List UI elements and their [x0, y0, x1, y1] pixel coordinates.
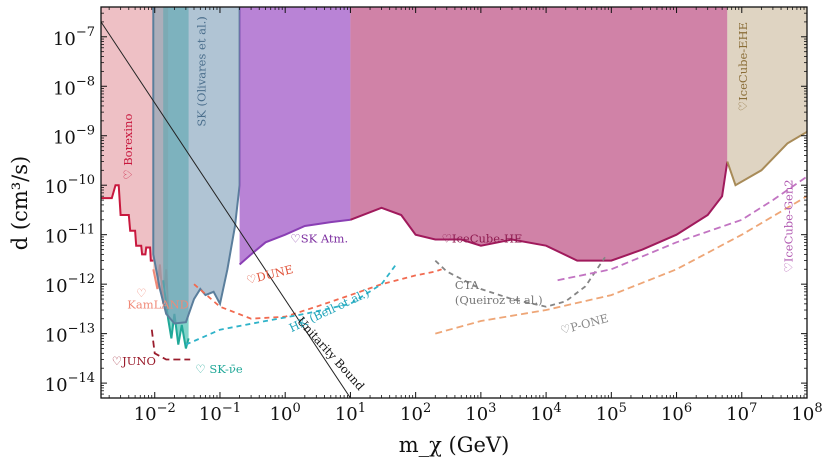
y-tick-label: 10−9	[53, 124, 95, 149]
y-tick-base: 10	[45, 276, 68, 297]
y-tick-exponent: −12	[68, 272, 95, 287]
region-labels: ♡ Borexino SK (Olivares et al.) ♡SK Atm. ♡I…	[112, 16, 796, 393]
projection-cta-queiroz-et-al	[434, 256, 606, 308]
x-tick-label: 101	[335, 401, 366, 425]
x-tick-label: 100	[270, 401, 301, 425]
x-tick-exponent: −1	[222, 401, 241, 416]
y-tick-base: 10	[53, 29, 76, 50]
region-edge-icecube-ehe	[726, 130, 807, 187]
label-icecube_ehe: ♡IceCube-EHE	[736, 22, 750, 111]
x-tick-base: 10	[596, 404, 619, 425]
y-tick-exponent: −7	[76, 25, 95, 40]
region-edge-sk-olivares-et-al	[152, 7, 241, 325]
y-tick-label: 10−14	[45, 371, 95, 396]
x-tick-exponent: 0	[293, 401, 301, 416]
y-tick-base: 10	[45, 375, 68, 396]
x-tick-label: 103	[465, 401, 496, 425]
y-tick-label: 10−12	[45, 272, 95, 297]
x-tick-base: 10	[270, 404, 293, 425]
label-sk_olivares: SK (Olivares et al.)	[195, 16, 209, 126]
x-tick-exponent: 2	[423, 401, 431, 416]
label-kamland_heart: ♡	[136, 286, 146, 300]
label-juno: ♡JUNO	[112, 354, 156, 368]
x-tick-label: 106	[661, 401, 692, 425]
x-tick-exponent: 1	[358, 401, 366, 416]
y-tick-exponent: −10	[68, 173, 95, 188]
y-tick-label: 10−13	[45, 322, 95, 347]
x-tick-exponent: 3	[488, 401, 496, 416]
y-tick-base: 10	[45, 326, 68, 347]
y-tick-label: 10−8	[53, 74, 95, 99]
unitarity-bound	[101, 21, 351, 398]
x-tick-base: 10	[400, 404, 423, 425]
x-tick-label: 10−1	[199, 401, 241, 425]
x-tick-label: 108	[791, 401, 822, 425]
y-axis-label: d (cm³/s)	[8, 156, 32, 250]
x-tick-base: 10	[791, 404, 814, 425]
x-tick-base: 10	[465, 404, 488, 425]
projection-juno	[150, 329, 191, 361]
x-tick-base: 10	[661, 404, 684, 425]
x-tick-base: 10	[531, 404, 554, 425]
label-borexino: ♡ Borexino	[121, 114, 135, 180]
y-tick-exponent: −8	[76, 74, 95, 89]
x-tick-exponent: 4	[553, 401, 561, 416]
region-edge-borexino	[101, 184, 154, 262]
region-edge-sk-atm	[238, 218, 351, 266]
y-tick-label: 10−11	[45, 223, 95, 248]
region-sk-atm	[239, 7, 351, 265]
y-tick-base: 10	[45, 177, 68, 198]
y-tick-exponent: −11	[68, 223, 95, 238]
y-tick-label: 10−7	[53, 25, 95, 50]
projection-hk-bell-et-al	[185, 263, 397, 346]
label-sk_atm: ♡SK Atm.	[290, 231, 348, 245]
y-tick-label: 10−10	[45, 173, 95, 198]
x-tick-exponent: −2	[157, 401, 176, 416]
label-dune: ♡DUNE	[245, 262, 295, 287]
x-tick-label: 107	[726, 401, 757, 425]
label-skbar: ♡ SK-ν̄e	[195, 362, 242, 376]
y-tick-exponent: −14	[68, 371, 95, 386]
x-tick-base: 10	[335, 404, 358, 425]
label-kamland: KamLAND	[127, 298, 189, 312]
label-cta_1: CTA	[455, 278, 480, 292]
y-tick-base: 10	[53, 128, 76, 149]
x-tick-exponent: 8	[814, 401, 822, 416]
unitarity-line	[101, 21, 351, 398]
plot-frame	[100, 6, 808, 399]
label-pone: ♡P-ONE	[559, 311, 610, 337]
label-gen2: ♡IceCube-Gen2	[782, 179, 796, 272]
axis-ticks: 10−2 10−1 100 101 102 103 104 105 106 107 10810−14…	[45, 7, 823, 425]
x-tick-label: 102	[400, 401, 431, 425]
projection-p-one	[435, 195, 807, 335]
region-edge-sk-e	[162, 280, 190, 349]
x-tick-label: 105	[596, 401, 627, 425]
x-tick-exponent: 7	[749, 401, 757, 416]
x-tick-base: 10	[134, 404, 157, 425]
y-tick-base: 10	[53, 78, 76, 99]
excluded-regions	[101, 7, 807, 349]
region-borexino	[101, 7, 154, 261]
region-icecube-he	[350, 7, 728, 261]
x-tick-label: 104	[531, 401, 562, 425]
x-tick-label: 10−2	[134, 401, 176, 425]
x-axis-label: m_χ (GeV)	[399, 433, 510, 457]
x-tick-base: 10	[726, 404, 749, 425]
y-tick-exponent: −9	[76, 124, 95, 139]
label-cta_2: (Queiroz et al.)	[455, 293, 543, 307]
projected-sensitivities	[150, 175, 807, 361]
region-icecube-ehe	[727, 7, 807, 186]
x-tick-exponent: 5	[619, 401, 627, 416]
label-unitarity: Unitarity Bound	[294, 314, 368, 394]
x-tick-base: 10	[199, 404, 222, 425]
y-tick-exponent: −13	[68, 322, 95, 337]
region-edge-icecube-he	[350, 161, 729, 262]
label-icecube_he: ♡IceCube-HE	[442, 231, 523, 245]
y-tick-base: 10	[45, 227, 68, 248]
projection-icecube-gen2	[557, 175, 807, 282]
x-tick-exponent: 6	[684, 401, 692, 416]
